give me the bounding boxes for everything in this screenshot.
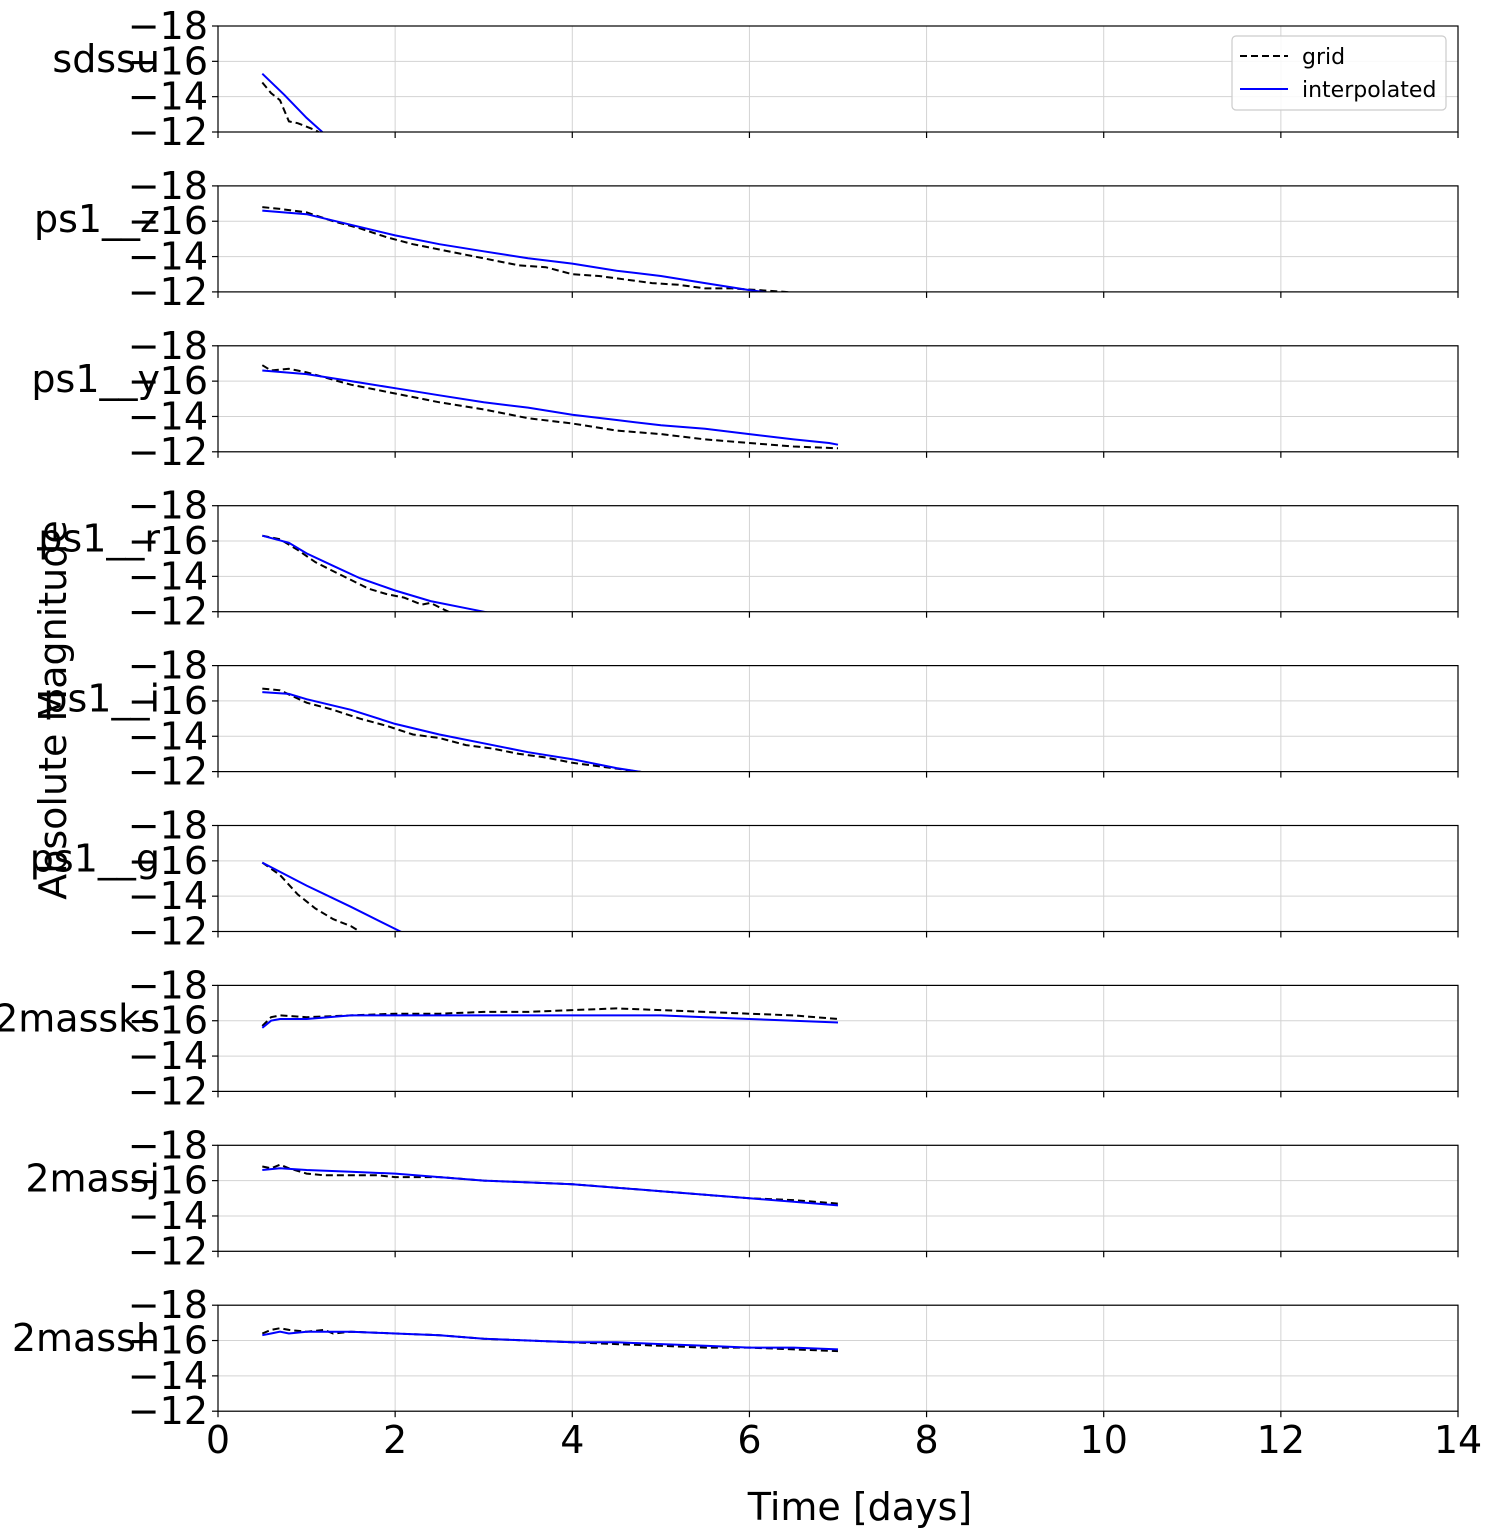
y-tick-label: −16: [128, 199, 208, 243]
panel-label: ps1__i: [43, 677, 160, 721]
y-axis-label: Absolute Magnitude: [31, 520, 75, 899]
y-tick-label: −14: [128, 874, 208, 918]
y-tick-label: −18: [128, 644, 208, 688]
legend-label-grid: grid: [1302, 45, 1345, 70]
series-line-interpolated: [261, 1014, 839, 1029]
y-tick-label: −18: [128, 804, 208, 848]
panel-label: sdssu: [52, 37, 160, 81]
panel-label: ps1__r: [38, 517, 160, 561]
y-tick-label: −18: [128, 963, 208, 1007]
y-tick-label: −14: [128, 394, 208, 438]
x-axis-label: Time [days]: [747, 1485, 972, 1529]
y-tick-label: −12: [128, 110, 208, 154]
x-tick-labels: 0 2 4 6 8 10 12 14: [206, 1418, 1482, 1462]
panel-label: ps1__g: [30, 837, 160, 881]
panel-frame: [217, 664, 1459, 773]
legend: grid interpolated: [1231, 35, 1447, 111]
y-tick-label: −18: [128, 324, 208, 368]
panel-label: 2massh: [12, 1316, 160, 1360]
y-tick-label: −12: [128, 750, 208, 794]
panel-frame: [217, 345, 1459, 453]
y-tick-label: −14: [128, 235, 208, 279]
y-tick-label: −16: [128, 839, 208, 883]
y-tick-label: −12: [128, 1389, 208, 1433]
y-tick-label: −14: [128, 75, 208, 119]
y-tick-label: −14: [128, 1354, 208, 1398]
y-tick-label: −18: [128, 164, 208, 208]
y-tick-label: −12: [128, 590, 208, 634]
series-line-interpolated: [262, 369, 839, 446]
series-line-grid: [262, 687, 647, 772]
series-line-grid: [261, 861, 362, 932]
panel-frame: [217, 824, 1459, 933]
panel-2massh: −18−16−14−12 2massh: [12, 1283, 1459, 1433]
panel-ps1__g: −18−16−14−12 ps1__g: [30, 804, 1459, 954]
panel-label: ps1__z: [34, 197, 160, 241]
series-line-grid: [261, 1007, 839, 1027]
panel-ps1__y: −18−16−14−12 ps1__y: [31, 324, 1459, 474]
panel-label: 2massks: [0, 996, 160, 1040]
x-tick-label: 6: [737, 1418, 761, 1462]
series-line-grid: [262, 206, 795, 292]
panel-label: 2massj: [25, 1156, 160, 1200]
y-tick-label: −16: [128, 359, 208, 403]
panel-2massks: −18−16−14−12 2massks: [0, 963, 1459, 1113]
x-tick-label: 0: [206, 1418, 230, 1462]
y-tick-label: −14: [128, 554, 208, 598]
series-line-grid: [261, 364, 839, 450]
y-tick-label: −12: [128, 910, 208, 954]
x-tick-label: 2: [383, 1418, 407, 1462]
panel-frame: [217, 505, 1459, 613]
y-tick-label: −14: [128, 1194, 208, 1238]
y-tick-label: −18: [128, 1283, 208, 1327]
panel-frame: [217, 984, 1459, 1093]
y-tick-label: −12: [128, 1229, 208, 1273]
panel-2massj: −18−16−14−12 2massj: [25, 1123, 1459, 1273]
panel-ps1__r: −18−16−14−12 ps1__r: [38, 484, 1459, 634]
series-line-interpolated: [261, 861, 403, 932]
series-line-grid: [262, 534, 451, 612]
series-line-grid: [261, 81, 321, 132]
x-tick-label: 12: [1257, 1418, 1305, 1462]
y-tick-label: −16: [128, 1319, 208, 1363]
x-tick-label: 10: [1080, 1418, 1128, 1462]
legend-box: [1231, 35, 1447, 111]
panel-sdssu: −18−16−14−12 sdssu: [52, 4, 1459, 154]
panel-frame: [217, 1304, 1459, 1412]
panel-frame: [217, 185, 1459, 293]
y-tick-label: −18: [128, 1123, 208, 1167]
y-tick-label: −18: [128, 4, 208, 48]
y-tick-label: −12: [128, 1069, 208, 1113]
y-tick-label: −14: [128, 1034, 208, 1078]
panel-label: ps1__y: [31, 357, 160, 401]
series-line-interpolated: [262, 1167, 839, 1207]
x-tick-label: 8: [914, 1418, 938, 1462]
panel-frame: [217, 25, 1459, 133]
y-tick-label: −18: [128, 484, 208, 528]
y-tick-label: −12: [128, 270, 208, 314]
y-tick-label: −16: [128, 679, 208, 723]
y-tick-label: −16: [128, 1159, 208, 1203]
y-tick-label: −16: [128, 519, 208, 563]
y-tick-label: −12: [128, 430, 208, 474]
y-tick-label: −16: [128, 999, 208, 1043]
panel-ps1__z: −18−16−14−12 ps1__z: [34, 164, 1459, 314]
series-line-interpolated: [262, 534, 489, 612]
x-tick-label: 4: [560, 1418, 584, 1462]
x-tick-label: 14: [1434, 1418, 1482, 1462]
y-tick-label: −14: [128, 714, 208, 758]
legend-label-interpolated: interpolated: [1302, 78, 1436, 103]
series-line-interpolated: [262, 209, 771, 292]
series-line-interpolated: [261, 72, 324, 132]
panel-ps1__i: −18−16−14−12 ps1__i: [43, 644, 1459, 794]
y-tick-label: −16: [128, 39, 208, 83]
series-line-interpolated: [262, 691, 646, 772]
panels-group: −18−16−14−12sdssu−18−16−14−12ps1__z−18−1…: [0, 4, 1459, 1433]
panel-frame: [217, 1144, 1459, 1252]
series-line-interpolated: [262, 1330, 839, 1351]
